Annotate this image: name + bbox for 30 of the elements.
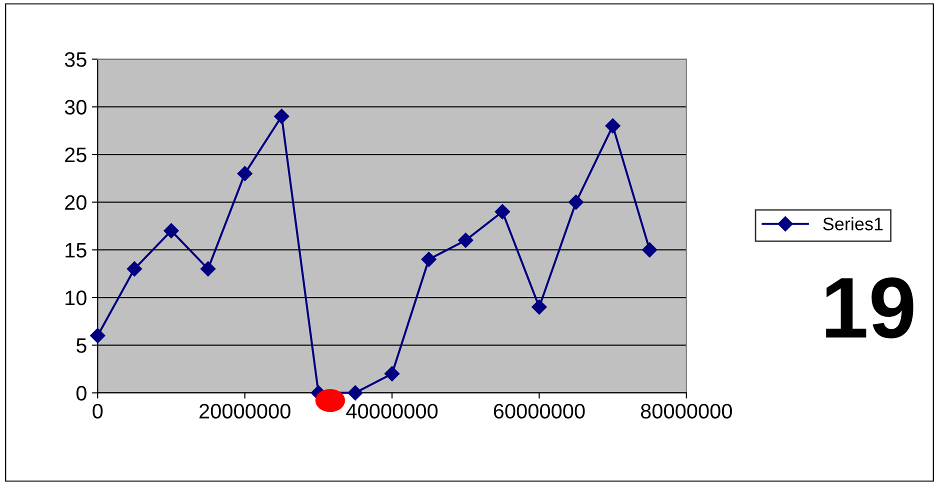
y-tick-label: 30 (64, 100, 86, 115)
point (494, 204, 510, 220)
point (642, 242, 658, 258)
point (605, 118, 620, 134)
point (200, 261, 216, 276)
y-tick-label: 10 (66, 290, 86, 306)
point (532, 299, 547, 315)
y-tick-label: 20 (65, 195, 86, 210)
point (237, 166, 252, 182)
y-tick-label: 5 (76, 338, 86, 353)
x-tick-label: 60000000 (494, 404, 585, 419)
point (421, 252, 436, 267)
x-tick-label: 80000000 (640, 404, 732, 419)
point (126, 261, 142, 276)
point (164, 223, 179, 238)
x-tick-label: 20000000 (200, 404, 290, 419)
text: 19 (826, 277, 914, 338)
point (568, 194, 584, 210)
x-tick-label: 40000000 (346, 404, 438, 419)
point (458, 232, 474, 248)
y-tick-label: 15 (66, 243, 86, 258)
y-tick-label: 0 (76, 386, 86, 401)
point (348, 385, 363, 400)
point (384, 366, 400, 382)
x-tick-label: 0 (92, 404, 103, 419)
legend-label: Series1 (823, 217, 883, 230)
y-tick-label: 35 (64, 52, 86, 67)
point (90, 328, 106, 344)
y-tick-label: 25 (65, 148, 86, 162)
point (274, 108, 290, 124)
